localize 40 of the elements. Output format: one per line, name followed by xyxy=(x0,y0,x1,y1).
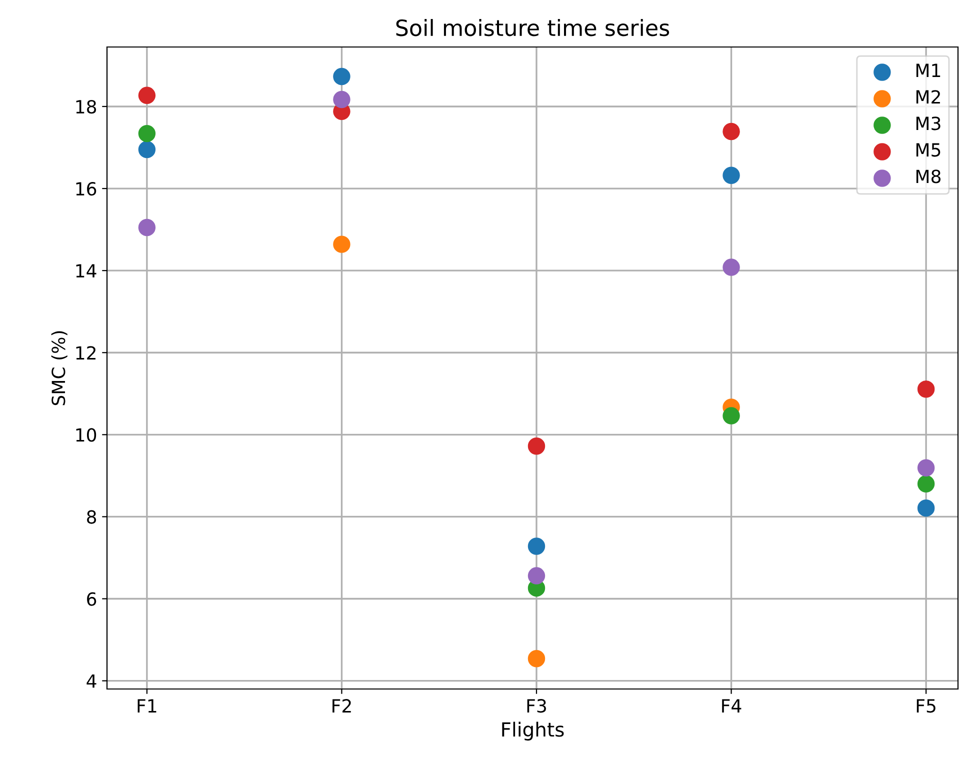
point xyxy=(917,499,935,517)
y-tick-label: 12 xyxy=(76,346,96,360)
point xyxy=(528,650,546,668)
point xyxy=(528,567,546,584)
point xyxy=(138,86,156,104)
point xyxy=(138,124,156,142)
x-tick-label: F4 xyxy=(722,699,742,712)
y-tick-label: 6 xyxy=(87,592,96,606)
point xyxy=(528,538,546,555)
y-axis-title: SMC (%) xyxy=(51,331,68,406)
legend-label: M2 xyxy=(916,90,940,104)
legend-label: M5 xyxy=(916,143,940,157)
point xyxy=(333,90,350,108)
y-tick-label: 4 xyxy=(86,674,96,688)
point xyxy=(722,122,740,140)
point xyxy=(333,68,350,86)
point xyxy=(917,459,935,476)
legend-label: M1 xyxy=(916,64,940,77)
point xyxy=(722,407,740,424)
x-tick-label: F2 xyxy=(332,699,351,712)
legend-label: M3 xyxy=(916,116,940,130)
point xyxy=(722,166,740,184)
y-tick-label: 16 xyxy=(76,182,96,196)
x-tick-label: F5 xyxy=(916,699,936,713)
y-tick-label: 14 xyxy=(76,264,96,278)
x-axis-title: Flights xyxy=(502,722,564,741)
point xyxy=(138,140,156,158)
x-tick-label: F3 xyxy=(527,699,546,713)
point xyxy=(917,475,935,492)
legend-label: M8 xyxy=(916,170,941,184)
y-tick-label: 8 xyxy=(87,510,96,524)
point xyxy=(722,258,740,276)
point xyxy=(333,236,350,253)
y-tick-label: 18 xyxy=(76,100,96,114)
point xyxy=(528,438,546,455)
point xyxy=(917,380,935,398)
x-tick-label: F1 xyxy=(138,699,156,712)
chart-title: Soil moisture time series xyxy=(396,19,670,36)
point xyxy=(138,218,156,236)
y-tick-label: 10 xyxy=(76,428,96,442)
